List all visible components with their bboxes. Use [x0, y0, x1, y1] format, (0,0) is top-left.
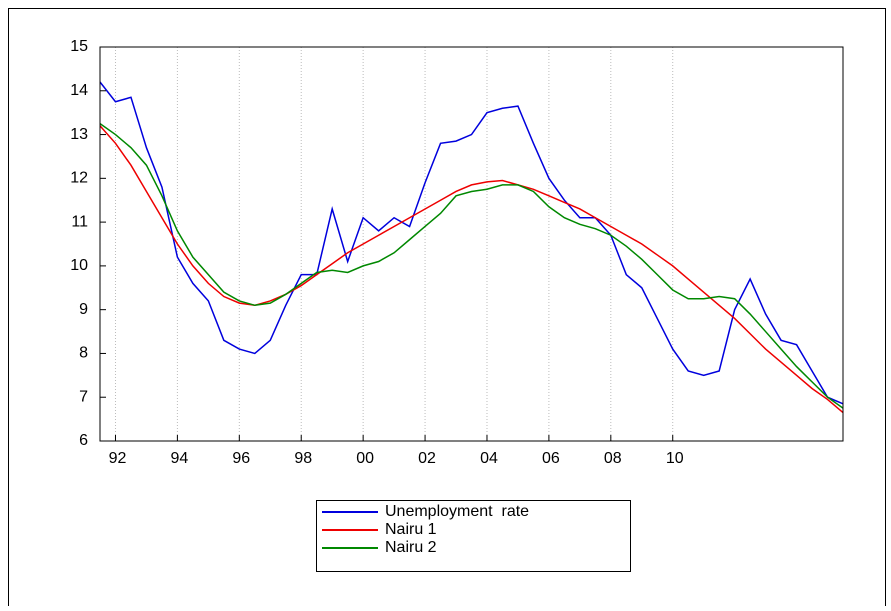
series-line — [99, 125, 844, 414]
legend-label: Nairu 2 — [385, 539, 437, 556]
series-line — [99, 122, 844, 409]
y-tick-label: 7 — [79, 388, 88, 405]
x-tick-label: 10 — [666, 450, 684, 467]
y-tick-label: 8 — [79, 345, 88, 362]
x-tick-label: 02 — [418, 450, 436, 467]
x-tick-label: 04 — [480, 450, 498, 467]
legend-label: Unemployment rate — [385, 503, 529, 520]
x-tick-label: 92 — [109, 450, 127, 467]
x-tick-label: 98 — [294, 450, 312, 467]
y-tick-label: 6 — [79, 432, 88, 449]
y-tick-label: 12 — [70, 170, 88, 187]
legend-label: Nairu 1 — [385, 521, 437, 538]
y-tick-label: 15 — [70, 38, 88, 55]
y-tick-label: 11 — [71, 213, 88, 230]
frame — [8, 8, 886, 606]
plot-border — [99, 46, 844, 442]
y-tick-label: 14 — [70, 82, 88, 99]
x-tick-label: 08 — [604, 450, 622, 467]
x-tick-label: 00 — [356, 450, 374, 467]
y-tick-label: 10 — [70, 257, 88, 274]
plot-area — [99, 47, 844, 441]
y-tick-label: 9 — [79, 301, 88, 318]
y-tick-label: 13 — [70, 126, 88, 143]
x-tick-label: 06 — [542, 450, 560, 467]
series-line — [99, 81, 844, 405]
x-tick-label: 94 — [170, 450, 188, 467]
x-tick-label: 96 — [232, 450, 250, 467]
